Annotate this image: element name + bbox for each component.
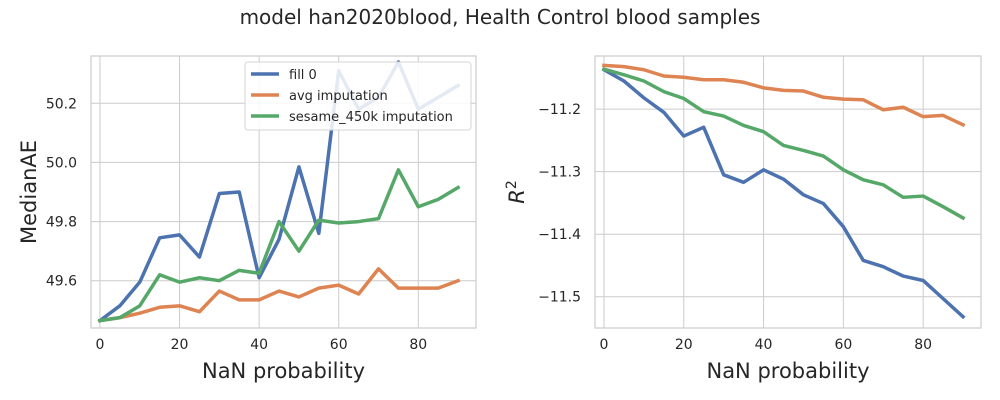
series-line-avg-imputation [97, 267, 461, 323]
x-tick-label: 40 [250, 337, 268, 353]
y-axis-label: MedianAE [17, 140, 41, 244]
y-axis-label: R2 [504, 180, 529, 204]
y-tick-label: 49.8 [46, 215, 77, 231]
y-tick-label: 49.6 [46, 274, 77, 290]
x-axis-label: NaN probability [706, 359, 869, 383]
x-tick-label: 20 [675, 337, 693, 353]
y-tick-label: 50.0 [46, 155, 77, 171]
y-tick-label: 50.2 [46, 96, 77, 112]
series-line-avg-imputation [602, 63, 966, 128]
legend-label-sesame-450k-imputation: sesame_450k imputation [289, 110, 453, 125]
r2-chart: 0 20 40 60 80 −11.5 −11.4 −11.3 −11.2 NaN probabi… [504, 55, 982, 383]
x-tick-label: 60 [330, 337, 348, 353]
x-tick-label: 60 [834, 337, 852, 353]
y-tick-label: −11.2 [538, 102, 581, 118]
y-tick-label: −11.4 [538, 227, 581, 243]
x-tick-label: 40 [755, 337, 773, 353]
figure-title: model han2020blood, Health Control blood… [240, 5, 761, 29]
x-tick-label: 0 [95, 337, 104, 353]
legend-box [244, 61, 472, 131]
series-line-sesame-450k-imputation [601, 66, 966, 221]
x-axis-label: NaN probability [202, 359, 365, 383]
x-tick-label: 0 [600, 337, 609, 353]
x-tick-label: 80 [914, 337, 932, 353]
legend-label-fill-0: fill 0 [289, 68, 317, 83]
plot-frame [594, 55, 982, 329]
y-tick-label: −11.3 [538, 165, 581, 181]
series-line-fill-0 [601, 67, 966, 320]
plot-frame [90, 55, 477, 329]
series-line-sesame-450k-imputation [97, 168, 461, 323]
medianae-chart: 0 20 40 60 80 49.6 49.8 50.0 50.2 NaN probability… [17, 55, 477, 383]
legend-label-avg-imputation: avg imputation [289, 89, 388, 104]
x-tick-label: 80 [409, 337, 427, 353]
x-tick-label: 20 [171, 337, 189, 353]
y-tick-label: −11.5 [538, 290, 581, 306]
